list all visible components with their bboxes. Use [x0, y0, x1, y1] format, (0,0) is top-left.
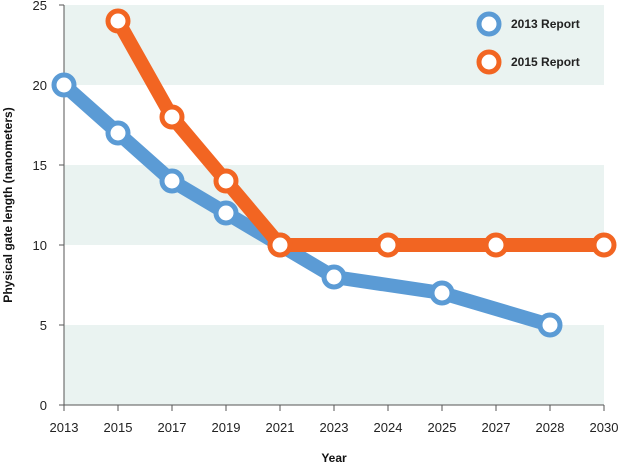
- y-tick-label: 25: [33, 0, 47, 13]
- series-group: [51, 8, 617, 338]
- y-tick-label: 10: [33, 238, 47, 253]
- data-point-2013-report[interactable]: [159, 168, 185, 194]
- data-point-2015-report[interactable]: [213, 168, 239, 194]
- data-point-2013-report[interactable]: [321, 264, 347, 290]
- x-ticks: 2013 2015 2017 2019 2021 2023 2024 2025 2027 2028…: [50, 405, 619, 435]
- grid-band: [64, 165, 604, 245]
- legend-item-2013-report[interactable]: 2013 Report: [476, 11, 580, 37]
- y-tick-label: 0: [40, 398, 47, 413]
- series-2015-report: [105, 8, 617, 258]
- x-tick-label: 2030: [590, 420, 619, 435]
- data-point-2015-report[interactable]: [375, 232, 401, 258]
- data-point-2015-report[interactable]: [267, 232, 293, 258]
- data-point-2015-report[interactable]: [105, 8, 131, 34]
- data-point-2015-report[interactable]: [483, 232, 509, 258]
- grid-band: [64, 325, 604, 405]
- x-tick-label: 2017: [158, 420, 187, 435]
- legend-item-2015-report[interactable]: 2015 Report: [476, 49, 580, 75]
- y-tick-label: 15: [33, 158, 47, 173]
- x-tick-label: 2024: [374, 420, 403, 435]
- y-ticks: 0 5 10 15 20 25: [33, 0, 64, 413]
- data-point-2013-report[interactable]: [213, 200, 239, 226]
- legend-marker-2015-report: [476, 49, 502, 75]
- x-tick-label: 2027: [482, 420, 511, 435]
- x-tick-label: 2015: [104, 420, 133, 435]
- series-2013-report: [51, 72, 563, 338]
- legend: 2013 Report 2015 Report: [476, 11, 580, 75]
- x-tick-label: 2019: [212, 420, 241, 435]
- data-point-2013-report[interactable]: [429, 280, 455, 306]
- x-axis-title: Year: [321, 451, 347, 465]
- x-tick-label: 2028: [536, 420, 565, 435]
- x-tick-label: 2021: [266, 420, 295, 435]
- x-tick-label: 2013: [50, 420, 79, 435]
- legend-label-2013-report: 2013 Report: [511, 17, 580, 31]
- y-axis-title: Physical gate length (nanometers): [1, 107, 15, 302]
- legend-marker-2013-report: [476, 11, 502, 37]
- grid-bands: [64, 5, 604, 405]
- x-tick-label: 2025: [428, 420, 457, 435]
- y-tick-label: 5: [40, 318, 47, 333]
- data-point-2013-report[interactable]: [537, 312, 563, 338]
- x-tick-label: 2023: [320, 420, 349, 435]
- y-tick-label: 20: [33, 78, 47, 93]
- data-point-2015-report[interactable]: [591, 232, 617, 258]
- data-point-2015-report[interactable]: [159, 104, 185, 130]
- data-point-2013-report[interactable]: [51, 72, 77, 98]
- data-point-2013-report[interactable]: [105, 120, 131, 146]
- legend-label-2015-report: 2015 Report: [511, 55, 580, 69]
